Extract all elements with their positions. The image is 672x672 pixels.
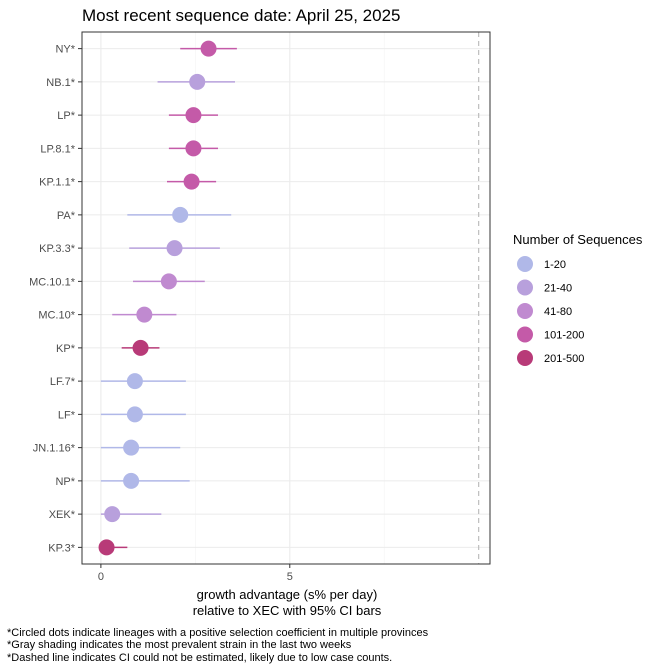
x-tick-label: 0 <box>98 571 104 583</box>
legend: 1-20 21-40 41-80 101-200 201-500 <box>517 256 584 366</box>
footnote-3: *Dashed line indicates CI could not be e… <box>7 652 392 664</box>
legend-title: Number of Sequences <box>513 232 643 247</box>
footnote-1: *Circled dots indicate lineages with a p… <box>7 627 429 639</box>
legend-label: 101-200 <box>544 330 584 342</box>
data-point <box>200 40 217 57</box>
y-tick-label: KP.1.1* <box>39 177 76 189</box>
data-point <box>189 73 206 90</box>
legend-label: 21-40 <box>544 283 572 295</box>
data-point <box>132 339 149 356</box>
data-point <box>126 406 143 423</box>
y-tick-label: PA* <box>57 210 76 222</box>
data-point <box>123 439 140 456</box>
x-tick-label: 5 <box>287 571 293 583</box>
y-tick-label: MC.10* <box>38 310 75 322</box>
data-point <box>104 506 121 523</box>
data-point <box>183 173 200 190</box>
x-axis-label-line1: growth advantage (s% per day) <box>197 587 378 602</box>
data-point <box>185 140 202 157</box>
y-tick-label: NY* <box>55 44 75 56</box>
legend-label: 41-80 <box>544 306 572 318</box>
data-point <box>98 539 115 556</box>
data-point <box>136 306 153 323</box>
y-tick-label: NP* <box>55 476 75 488</box>
legend-swatch <box>517 350 533 366</box>
chart-title: Most recent sequence date: April 25, 202… <box>82 6 400 25</box>
y-tick-label: KP.3* <box>48 542 75 554</box>
y-tick-label: NB.1* <box>46 77 75 89</box>
y-tick-label: LP* <box>57 110 75 122</box>
y-tick-label: KP* <box>56 343 76 355</box>
data-point <box>160 273 177 290</box>
legend-swatch <box>517 256 533 272</box>
legend-label: 201-500 <box>544 353 584 365</box>
legend-swatch <box>517 326 533 343</box>
legend-label: 1-20 <box>544 259 566 271</box>
y-tick-label: LF* <box>58 409 76 421</box>
data-point <box>185 107 202 124</box>
y-tick-label: XEK* <box>49 509 76 521</box>
y-tick-label: KP.3.3* <box>39 243 76 255</box>
x-axis-label-line2: relative to XEC with 95% CI bars <box>193 603 382 618</box>
y-tick-label: LF.7* <box>50 376 76 388</box>
y-tick-label: JN.1.16* <box>33 443 76 455</box>
footnote-2: *Gray shading indicates the most prevale… <box>7 639 352 651</box>
y-tick-label: LP.8.1* <box>40 143 75 155</box>
panel-border <box>81 31 491 565</box>
data-point <box>172 206 189 223</box>
y-tick-label: MC.10.1* <box>29 276 76 288</box>
legend-swatch <box>517 279 533 296</box>
data-point <box>126 373 143 390</box>
data-point <box>166 240 183 257</box>
data-point <box>123 472 140 489</box>
plot-area: NY* NB.1* LP* LP.8.1* KP.1.1* PA* KP.3.3* MC.10… <box>29 31 491 583</box>
legend-swatch <box>517 303 533 319</box>
